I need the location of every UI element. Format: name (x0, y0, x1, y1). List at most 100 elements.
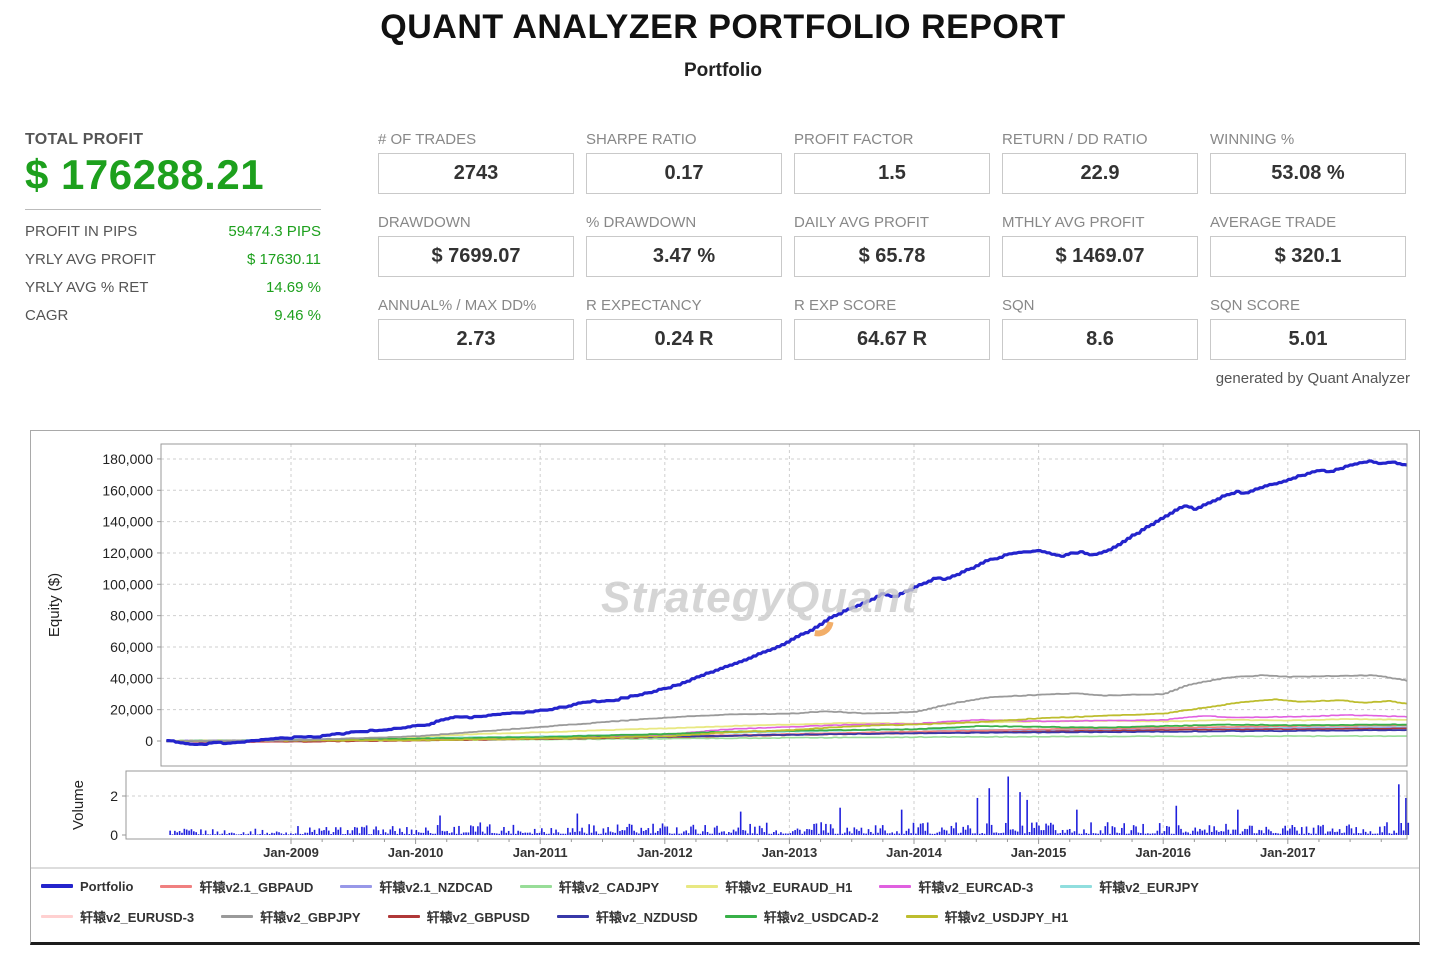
legend-line-sample (905, 914, 938, 918)
summary-row: PROFIT IN PIPS 59474.3 PIPS (25, 218, 321, 246)
stat-value: 8.6 (1002, 319, 1198, 360)
stat-value: 0.17 (586, 153, 782, 194)
legend-item: 轩辕v2_GBPUSD (387, 907, 530, 926)
stat-cell: WINNING % 53.08 % (1210, 131, 1406, 194)
legend-label: 轩辕v2_EURCAD-3 (918, 879, 1034, 895)
svg-text:2: 2 (110, 788, 118, 804)
stat-cell: PROFIT FACTOR 1.5 (794, 131, 990, 194)
summary-divider (25, 209, 321, 210)
legend-label: 轩辕v2.1_NZDCAD (379, 879, 493, 895)
svg-text:Jan-2011: Jan-2011 (513, 845, 568, 860)
legend-item: 轩辕v2_EURJPY (1060, 877, 1199, 896)
stat-cell: R EXPECTANCY 0.24 R (586, 297, 782, 360)
summary-row-label: PROFIT IN PIPS (25, 223, 138, 240)
stat-value: 53.08 % (1210, 153, 1406, 194)
legend-item: 轩辕v2_EURUSD-3 (41, 907, 194, 926)
svg-text:Jan-2009: Jan-2009 (263, 845, 319, 860)
summary-row: YRLY AVG PROFIT $ 17630.11 (25, 246, 321, 274)
legend-item: 轩辕v2.1_NZDCAD (340, 877, 493, 896)
summary-row-value: $ 17630.11 (247, 251, 321, 268)
svg-text:100,000: 100,000 (102, 576, 153, 592)
stat-value: 1.5 (794, 153, 990, 194)
summary-rows: PROFIT IN PIPS 59474.3 PIPS YRLY AVG PROF… (25, 218, 321, 330)
svg-text:120,000: 120,000 (102, 545, 153, 561)
svg-text:40,000: 40,000 (110, 670, 153, 686)
legend-item: 轩辕v2.1_GBPAUD (160, 877, 313, 896)
legend-item: 轩辕v2_EURCAD-3 (879, 877, 1033, 896)
chart-legend: Portfolio 轩辕v2.1_GBPAUD 轩辕v2.1_NZDCAD 轩辕v2_… (41, 871, 1411, 931)
svg-text:Jan-2010: Jan-2010 (388, 845, 444, 860)
svg-text:Jan-2016: Jan-2016 (1135, 845, 1191, 860)
svg-text:160,000: 160,000 (102, 482, 153, 498)
page-title: QUANT ANALYZER PORTFOLIO REPORT (380, 8, 1066, 46)
legend-item: 轩辕v2_NZDUSD (556, 907, 698, 926)
svg-text:140,000: 140,000 (102, 514, 153, 530)
series-line (166, 698, 1408, 743)
legend-line-sample (1060, 884, 1093, 888)
generated-by-note: generated by Quant Analyzer (1215, 370, 1410, 387)
stat-label: DRAWDOWN (378, 214, 471, 231)
stat-label: SHARPE RATIO (586, 131, 697, 148)
total-profit-value: $ 176288.21 (25, 151, 265, 198)
stat-value: 2.73 (378, 319, 574, 360)
legend-item: 轩辕v2_GBPJPY (221, 907, 361, 926)
summary-row-label: YRLY AVG PROFIT (25, 251, 156, 268)
svg-text:60,000: 60,000 (110, 639, 153, 655)
legend-item: 轩辕v2_CADJPY (519, 877, 659, 896)
legend-line-sample (387, 914, 420, 918)
legend-line-sample (879, 884, 912, 888)
stat-label: R EXPECTANCY (586, 297, 702, 314)
legend-label: 轩辕v2.1_GBPAUD (199, 879, 314, 895)
legend-line-sample (41, 884, 73, 888)
stat-cell: MTHLY AVG PROFIT $ 1469.07 (1002, 214, 1198, 277)
stat-value: $ 320.1 (1210, 236, 1406, 277)
stat-cell: # OF TRADES 2743 (378, 131, 574, 194)
legend-label: 轩辕v2_GBPJPY (260, 909, 361, 925)
stat-cell: DAILY AVG PROFIT $ 65.78 (794, 214, 990, 277)
equity-volume-chart: 0 20,000 40,000 60,000 80,000 100,000 120,000 1… (31, 443, 1419, 869)
svg-text:20,000: 20,000 (110, 702, 153, 718)
legend-line-sample (519, 884, 552, 888)
stat-cell: R EXP SCORE 64.67 R (794, 297, 990, 360)
stat-value: $ 1469.07 (1002, 236, 1198, 277)
legend-line-sample (686, 884, 719, 888)
stat-value: 5.01 (1210, 319, 1406, 360)
stat-value: $ 65.78 (794, 236, 990, 277)
stats-grid-row: ANNUAL% / MAX DD% 2.73 R EXPECTANCY 0.24 … (378, 297, 1410, 360)
legend-label: 轩辕v2_EURUSD-3 (80, 909, 195, 925)
legend-line-sample (556, 914, 589, 918)
stat-label: ANNUAL% / MAX DD% (378, 297, 537, 314)
svg-text:Jan-2012: Jan-2012 (637, 845, 693, 860)
stats-grid: # OF TRADES 2743 SHARPE RATIO 0.17 PROFIT … (378, 131, 1410, 380)
legend-label: 轩辕v2_USDJPY_H1 (944, 909, 1069, 925)
legend-label: Portfolio (80, 878, 134, 894)
stat-value: 0.24 R (586, 319, 782, 360)
stat-cell: ANNUAL% / MAX DD% 2.73 (378, 297, 574, 360)
legend-item: 轩辕v2_USDCAD-2 (724, 907, 879, 926)
svg-text:Jan-2017: Jan-2017 (1260, 845, 1316, 860)
total-profit-label: TOTAL PROFIT (25, 131, 144, 148)
stat-label: WINNING % (1210, 131, 1295, 148)
stat-label: AVERAGE TRADE (1210, 214, 1337, 231)
stats-grid-row: # OF TRADES 2743 SHARPE RATIO 0.17 PROFIT … (378, 131, 1410, 194)
legend-line-sample (724, 914, 757, 918)
summary-row: CAGR 9.46 % (25, 302, 321, 330)
legend-label: 轩辕v2_EURAUD_H1 (725, 879, 853, 895)
svg-text:Jan-2015: Jan-2015 (1011, 845, 1067, 860)
summary-row-value: 59474.3 PIPS (228, 223, 321, 240)
stat-value: 3.47 % (586, 236, 782, 277)
stat-cell: % DRAWDOWN 3.47 % (586, 214, 782, 277)
summary-row-value: 14.69 % (265, 279, 321, 296)
stat-label: # OF TRADES (378, 131, 477, 148)
series-line (166, 674, 1408, 743)
summary-row-label: YRLY AVG % RET (25, 279, 149, 296)
volume-axis-label: Volume (70, 780, 87, 830)
stat-label: PROFIT FACTOR (794, 131, 914, 148)
svg-text:Jan-2014: Jan-2014 (886, 845, 942, 860)
stat-value: 64.67 R (794, 319, 990, 360)
stat-label: SQN (1002, 297, 1035, 314)
stat-cell: DRAWDOWN $ 7699.07 (378, 214, 574, 277)
stat-cell: SQN SCORE 5.01 (1210, 297, 1406, 360)
legend-line-sample (340, 884, 373, 888)
series-line (166, 459, 1408, 746)
